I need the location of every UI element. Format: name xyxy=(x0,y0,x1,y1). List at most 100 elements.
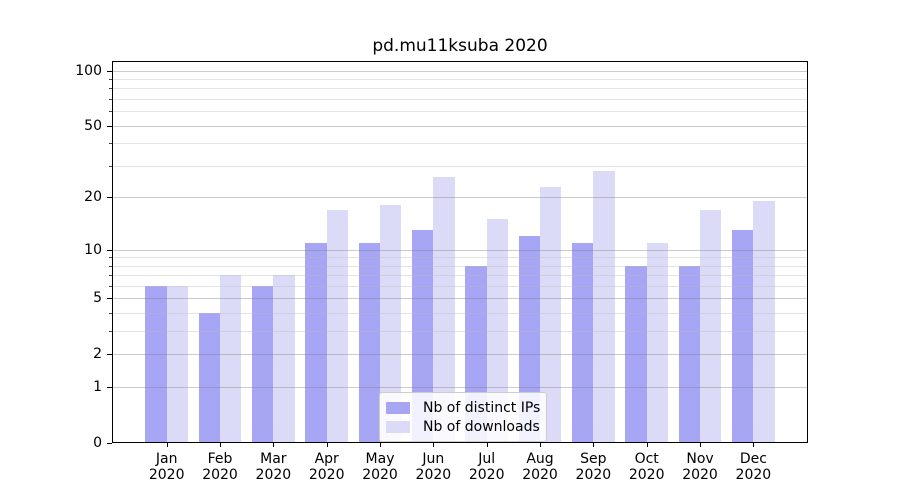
bar-downloads-oct xyxy=(646,242,668,443)
y-gridline-major xyxy=(113,125,807,127)
y-tick-mark xyxy=(107,197,112,199)
bar-downloads-dec xyxy=(753,201,775,443)
x-tick-label-jul: Jul 2020 xyxy=(455,451,519,483)
bar-downloads-feb xyxy=(220,275,242,443)
y-tick-mark-minor xyxy=(109,143,112,145)
x-tick-month: Jul xyxy=(478,451,496,467)
x-tick-label-apr: Apr 2020 xyxy=(295,451,359,483)
x-tick-label-aug: Aug 2020 xyxy=(508,451,572,483)
y-gridline-minor xyxy=(113,265,807,267)
x-tick-label-nov: Nov 2020 xyxy=(668,451,732,483)
bar-distinct-ips-feb xyxy=(198,313,221,443)
y-tick-mark xyxy=(107,443,112,444)
x-tick-month: Mar xyxy=(260,451,287,467)
bar-distinct-ips-sep xyxy=(572,242,594,443)
x-tick-label-jun: Jun 2020 xyxy=(401,451,465,483)
y-tick-mark-minor xyxy=(109,79,112,81)
x-tick-year: 2020 xyxy=(415,467,452,483)
bar-distinct-ips-may xyxy=(358,242,381,443)
y-tick-mark xyxy=(107,354,112,356)
y-gridline-minor xyxy=(113,79,807,81)
bar-distinct-ips-mar xyxy=(252,286,274,443)
bar-downloads-sep xyxy=(593,171,615,443)
y-tick-mark-minor xyxy=(109,165,112,167)
y-gridline-minor xyxy=(113,275,807,277)
y-tick-label: 1 xyxy=(93,379,102,396)
y-gridline-major xyxy=(113,298,807,300)
bar-distinct-ips-jun xyxy=(412,230,434,443)
y-tick-mark-minor xyxy=(109,286,112,288)
y-tick-mark xyxy=(107,298,112,300)
y-tick-label: 10 xyxy=(84,241,102,258)
y-gridline-minor xyxy=(113,111,807,113)
x-tick-year: 2020 xyxy=(735,467,772,483)
bar-downloads-apr xyxy=(326,209,348,443)
x-tick-mark xyxy=(220,443,222,447)
x-tick-mark xyxy=(380,443,382,447)
y-gridline-minor xyxy=(113,257,807,259)
y-tick-mark-minor xyxy=(109,99,112,101)
y-tick-label: 5 xyxy=(93,290,102,307)
x-tick-year: 2020 xyxy=(575,467,612,483)
y-tick-label: 100 xyxy=(75,62,102,79)
bar-downloads-nov xyxy=(700,209,722,443)
y-gridline-minor xyxy=(113,143,807,145)
x-tick-month: Dec xyxy=(739,451,767,467)
y-tick-mark xyxy=(107,125,112,127)
x-tick-month: Oct xyxy=(634,451,659,467)
y-tick-mark xyxy=(107,70,112,72)
x-tick-label-dec: Dec 2020 xyxy=(721,451,785,483)
x-tick-mark xyxy=(593,443,595,447)
y-tick-mark xyxy=(107,387,112,389)
x-tick-year: 2020 xyxy=(255,467,292,483)
x-tick-month: Apr xyxy=(314,451,339,467)
x-tick-month: May xyxy=(365,451,395,467)
bar-distinct-ips-apr xyxy=(305,242,327,443)
legend-row-distinct-ips: Nb of distinct IPs xyxy=(386,398,541,417)
y-gridline-major xyxy=(113,197,807,199)
x-tick-month: Feb xyxy=(207,451,233,467)
y-tick-mark-minor xyxy=(109,257,112,259)
x-tick-year: 2020 xyxy=(468,467,505,483)
bar-downloads-jan xyxy=(166,286,188,443)
x-tick-label-oct: Oct 2020 xyxy=(615,451,679,483)
x-tick-label-sep: Sep 2020 xyxy=(561,451,625,483)
y-gridline-minor xyxy=(113,286,807,288)
x-tick-label-jan: Jan 2020 xyxy=(135,451,199,483)
x-tick-mark xyxy=(326,443,328,447)
y-gridline-major xyxy=(113,387,807,389)
x-tick-mark xyxy=(166,443,168,447)
x-tick-mark xyxy=(753,443,755,447)
x-tick-label-feb: Feb 2020 xyxy=(188,451,252,483)
y-gridline-minor xyxy=(113,165,807,167)
y-gridline-major xyxy=(113,249,807,251)
x-tick-year: 2020 xyxy=(682,467,718,483)
y-tick-label: 20 xyxy=(84,189,102,206)
x-tick-year: 2020 xyxy=(148,467,185,483)
y-tick-mark-minor xyxy=(109,275,112,277)
x-tick-mark xyxy=(433,443,435,447)
y-tick-label: 0 xyxy=(93,435,102,451)
y-tick-mark-minor xyxy=(109,265,112,267)
x-tick-label-mar: Mar 2020 xyxy=(241,451,305,483)
bar-distinct-ips-nov xyxy=(678,265,701,443)
y-tick-mark-minor xyxy=(109,331,112,333)
y-gridline-major xyxy=(113,354,807,356)
legend-swatch-downloads xyxy=(386,420,410,433)
x-tick-mark xyxy=(646,443,648,447)
x-tick-year: 2020 xyxy=(308,467,345,483)
x-tick-month: Sep xyxy=(580,451,607,467)
legend-label-distinct-ips: Nb of distinct IPs xyxy=(423,399,541,416)
x-tick-mark xyxy=(486,443,488,447)
y-tick-label: 2 xyxy=(93,346,102,363)
y-tick-label: 50 xyxy=(84,117,102,134)
bar-distinct-ips-dec xyxy=(732,230,754,443)
x-tick-year: 2020 xyxy=(522,467,558,483)
y-gridline-minor xyxy=(113,99,807,101)
bar-distinct-ips-oct xyxy=(625,265,647,443)
bar-downloads-aug xyxy=(540,186,562,443)
bar-downloads-mar xyxy=(273,275,295,443)
x-tick-year: 2020 xyxy=(362,467,398,483)
x-tick-month: Jan xyxy=(155,451,178,467)
x-tick-mark xyxy=(273,443,275,447)
